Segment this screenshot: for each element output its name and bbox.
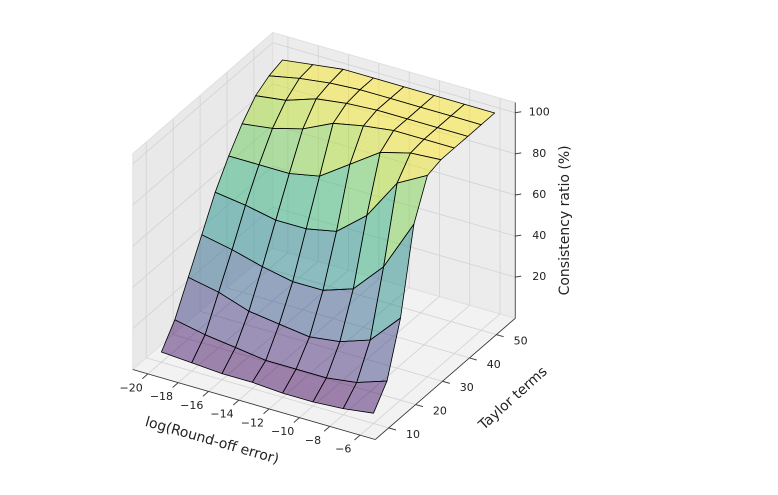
x-tick-label: −20 [120,381,143,394]
x-tick [263,408,270,415]
x-grid-line [359,313,501,436]
z-tick-label: 40 [532,229,546,242]
x-tick-label: −16 [180,399,203,412]
y-grid-line [146,357,389,429]
z-tick [515,234,522,237]
y-tick-label: 10 [406,428,420,441]
x-tick [232,399,240,406]
axis-line [132,369,376,440]
x-tick [202,391,209,397]
y-tick [469,357,477,361]
y-tick-label: 40 [487,358,501,371]
x-tick [172,382,179,388]
z-tick-label: 20 [532,270,546,283]
y-tick [415,404,424,408]
y-tick [442,380,450,384]
y-tick-label: 30 [460,381,474,394]
surface-patch [383,174,428,268]
z-tick-label: 80 [532,147,546,160]
x-tick-label: −12 [241,416,264,429]
x-tick-label: −8 [305,434,321,447]
x-tick-label: −6 [335,443,351,456]
x-tick-label: −18 [150,390,173,403]
x-tick [323,426,331,432]
z-tick [515,193,522,196]
y-tick [388,427,397,431]
x-tick-label: −10 [271,425,294,438]
y-tick-label: 50 [514,335,528,348]
x-tick [141,373,149,380]
y-tick [496,334,504,338]
z-tick-label: 100 [529,106,550,119]
z-tick [515,275,522,278]
z-grid-line [132,83,274,206]
y-tick-label: 20 [433,405,447,418]
z-tick [515,152,522,155]
y-axis-label: Taylor terms [475,364,551,434]
z-grid-line [272,42,516,114]
x-tick [293,417,300,423]
x-tick-label: −14 [210,408,233,421]
z-grid-line [132,42,274,165]
x-tick [354,434,361,441]
axis-line [374,317,516,440]
z-tick-label: 60 [532,188,546,201]
surface-patch [342,380,388,414]
z-tick [515,111,522,114]
z-axis-label: Consistency ratio (%) [557,145,573,295]
